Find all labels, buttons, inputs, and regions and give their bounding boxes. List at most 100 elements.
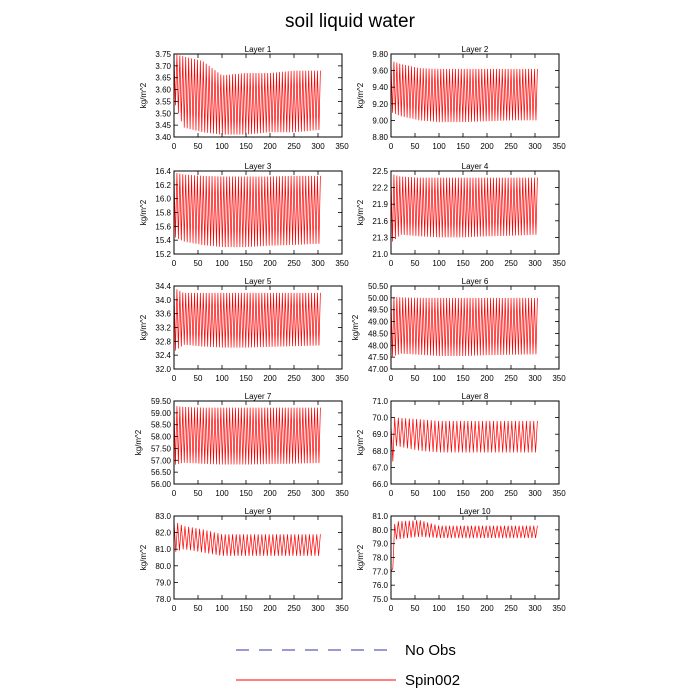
layer-6-ytick-label: 50.50	[368, 282, 389, 291]
layer-1-ylabel: kg/m^2	[139, 82, 148, 108]
layer-5-xtick-label: 300	[311, 374, 325, 383]
layer-7-xtick-label: 250	[287, 489, 301, 498]
layer-3-xtick-label: 150	[239, 259, 253, 268]
layer-6-xtick-label: 250	[504, 374, 518, 383]
layer-7-xtick-label: 150	[239, 489, 253, 498]
layer-7-ytick-label: 59.50	[151, 397, 172, 406]
chart-main-title: soil liquid water	[285, 11, 416, 32]
layer-7-series-spin002	[173, 405, 321, 465]
layer-7-ytick-label: 57.50	[151, 444, 172, 453]
layer-5-xtick-label: 250	[287, 374, 301, 383]
layer-8-xtick-label: 150	[456, 489, 470, 498]
layer-7-xtick-label: 0	[172, 489, 177, 498]
layer-4-ytick-label: 21.9	[372, 200, 388, 209]
legend-spin002-label: Spin002	[405, 672, 460, 689]
layer-6-ytick-label: 48.00	[368, 341, 389, 350]
layer-6-ytick-label: 49.50	[368, 306, 389, 315]
layer-9-xtick-label: 50	[194, 604, 203, 613]
layer-6-title: Layer 6	[462, 277, 489, 286]
layer-2-panel: Layer 2 0 50 100 150 200 250 300 350 8.80 9.00 9.20…	[356, 45, 566, 151]
layer-8-ytick-label: 67.0	[372, 463, 388, 472]
layer-10-ytick-label: 79.0	[372, 540, 388, 549]
panels-group: Layer 10 50 100 150 200 250 300 3503.403.453.50…	[134, 45, 566, 613]
layer-5-xtick-label: 50	[194, 374, 203, 383]
layer-5-ytick-label: 32.8	[155, 337, 171, 346]
layer-9-ytick-label: 78.0	[155, 595, 171, 604]
layer-6-xtick-label: 50	[411, 374, 420, 383]
layer-9-plot-frame	[173, 515, 343, 600]
layer-8-series-spin002	[390, 417, 538, 462]
layer-2-ytick-label: 9.40	[372, 83, 388, 92]
layer-2-xtick-label: 350	[552, 142, 566, 151]
layer-1-ytick-label: 3.65	[155, 74, 171, 83]
layer-4-title: Layer 4	[462, 162, 489, 171]
layer-7-xtick-label: 100	[215, 489, 229, 498]
layer-3-xtick-label: 50	[194, 259, 203, 268]
layer-5-panel: Layer 5 0 50 100 150 200 250 300 350 32.0 32.4 32.8…	[139, 277, 349, 383]
layer-8-xtick-label: 200	[480, 489, 494, 498]
layer-2-series-spin002	[390, 60, 538, 123]
layer-5-ytick-label: 34.0	[155, 296, 171, 305]
layer-9-xtick-label: 300	[311, 604, 325, 613]
layer-3-ytick-label: 15.2	[155, 250, 171, 259]
layer-1-xtick-label: 200	[263, 142, 277, 151]
layer-8-title: Layer 8	[462, 392, 489, 401]
layer-2-xtick-label: 250	[504, 142, 518, 151]
layer-5-ytick-label: 32.0	[155, 365, 171, 374]
layer-4-xtick-label: 350	[552, 259, 566, 268]
layer-10-ytick-label: 77.0	[372, 567, 388, 576]
layer-4-xtick-label: 100	[432, 259, 446, 268]
legend: No Obs Spin002	[236, 642, 460, 689]
layer-6-ytick-label: 47.50	[368, 353, 389, 362]
layer-1-xtick-label: 300	[311, 142, 325, 151]
layer-4-ytick-label: 22.5	[372, 167, 388, 176]
layer-10-xtick-label: 150	[456, 604, 470, 613]
layer-6-xtick-label: 100	[432, 374, 446, 383]
layer-2-ytick-label: 8.80	[372, 133, 388, 142]
layer-1-ytick-label: 3.55	[155, 97, 171, 106]
layer-1-xtick-label: 350	[335, 142, 349, 151]
layer-9-xtick-label: 100	[215, 604, 229, 613]
layer-6-xtick-label: 200	[480, 374, 494, 383]
legend-no-obs-label: No Obs	[405, 642, 456, 659]
layer-1-xtick-label: 0	[172, 142, 177, 151]
layer-10-ytick-label: 78.0	[372, 554, 388, 563]
layer-2-ytick-label: 9.00	[372, 116, 388, 125]
layer-1-xtick-label: 50	[194, 142, 203, 151]
layer-8-xtick-label: 0	[389, 489, 394, 498]
layer-2-plot-frame	[390, 53, 560, 138]
layer-2-xtick-label: 0	[389, 142, 394, 151]
layer-6-ytick-label: 47.00	[368, 365, 389, 374]
layer-4-ylabel: kg/m^2	[356, 199, 365, 225]
layer-5-ytick-label: 32.4	[155, 351, 171, 360]
layer-1-xtick-label: 100	[215, 142, 229, 151]
layer-3-title: Layer 3	[245, 162, 272, 171]
layer-1-ytick-label: 3.45	[155, 121, 171, 130]
layer-8-ytick-label: 68.0	[372, 447, 388, 456]
layer-3-panel: Layer 3 0 50 100 150 200 250 300 350 15.2 15.4 15.6…	[139, 162, 349, 268]
layer-1-ytick-label: 3.40	[155, 133, 171, 142]
layer-10-ylabel: kg/m^2	[356, 544, 365, 570]
layer-8-ytick-label: 66.0	[372, 480, 388, 489]
layer-5-series-spin002	[173, 287, 321, 351]
layer-10-ytick-label: 80.0	[372, 526, 388, 535]
layer-4-panel: Layer 4 0 50 100 150 200 250 300 350 21.0 21.3 21.6…	[356, 162, 566, 268]
layer-4-ytick-label: 21.0	[372, 250, 388, 259]
layer-4-xtick-label: 200	[480, 259, 494, 268]
layer-1-ytick-label: 3.75	[155, 50, 171, 59]
layer-5-xtick-label: 150	[239, 374, 253, 383]
layer-6-ytick-label: 49.00	[368, 318, 389, 327]
layer-6-panel: Layer 6 0 50 100 150 200 250 300 350 47.00 47.50 48…	[351, 277, 566, 383]
layer-10-ytick-label: 76.0	[372, 581, 388, 590]
layer-2-ytick-label: 9.60	[372, 67, 388, 76]
layer-3-xtick-label: 300	[311, 259, 325, 268]
layer-4-series-spin002	[390, 173, 538, 242]
layer-4-ytick-label: 21.3	[372, 233, 388, 242]
layer-4-ytick-label: 21.6	[372, 217, 388, 226]
layer-3-ytick-label: 16.4	[155, 167, 171, 176]
layer-3-ytick-label: 15.4	[155, 236, 171, 245]
layer-2-xtick-label: 200	[480, 142, 494, 151]
layer-2-title: Layer 2	[462, 45, 489, 54]
layer-5-ytick-label: 34.4	[155, 282, 171, 291]
layer-6-ylabel: kg/m^2	[351, 314, 360, 340]
